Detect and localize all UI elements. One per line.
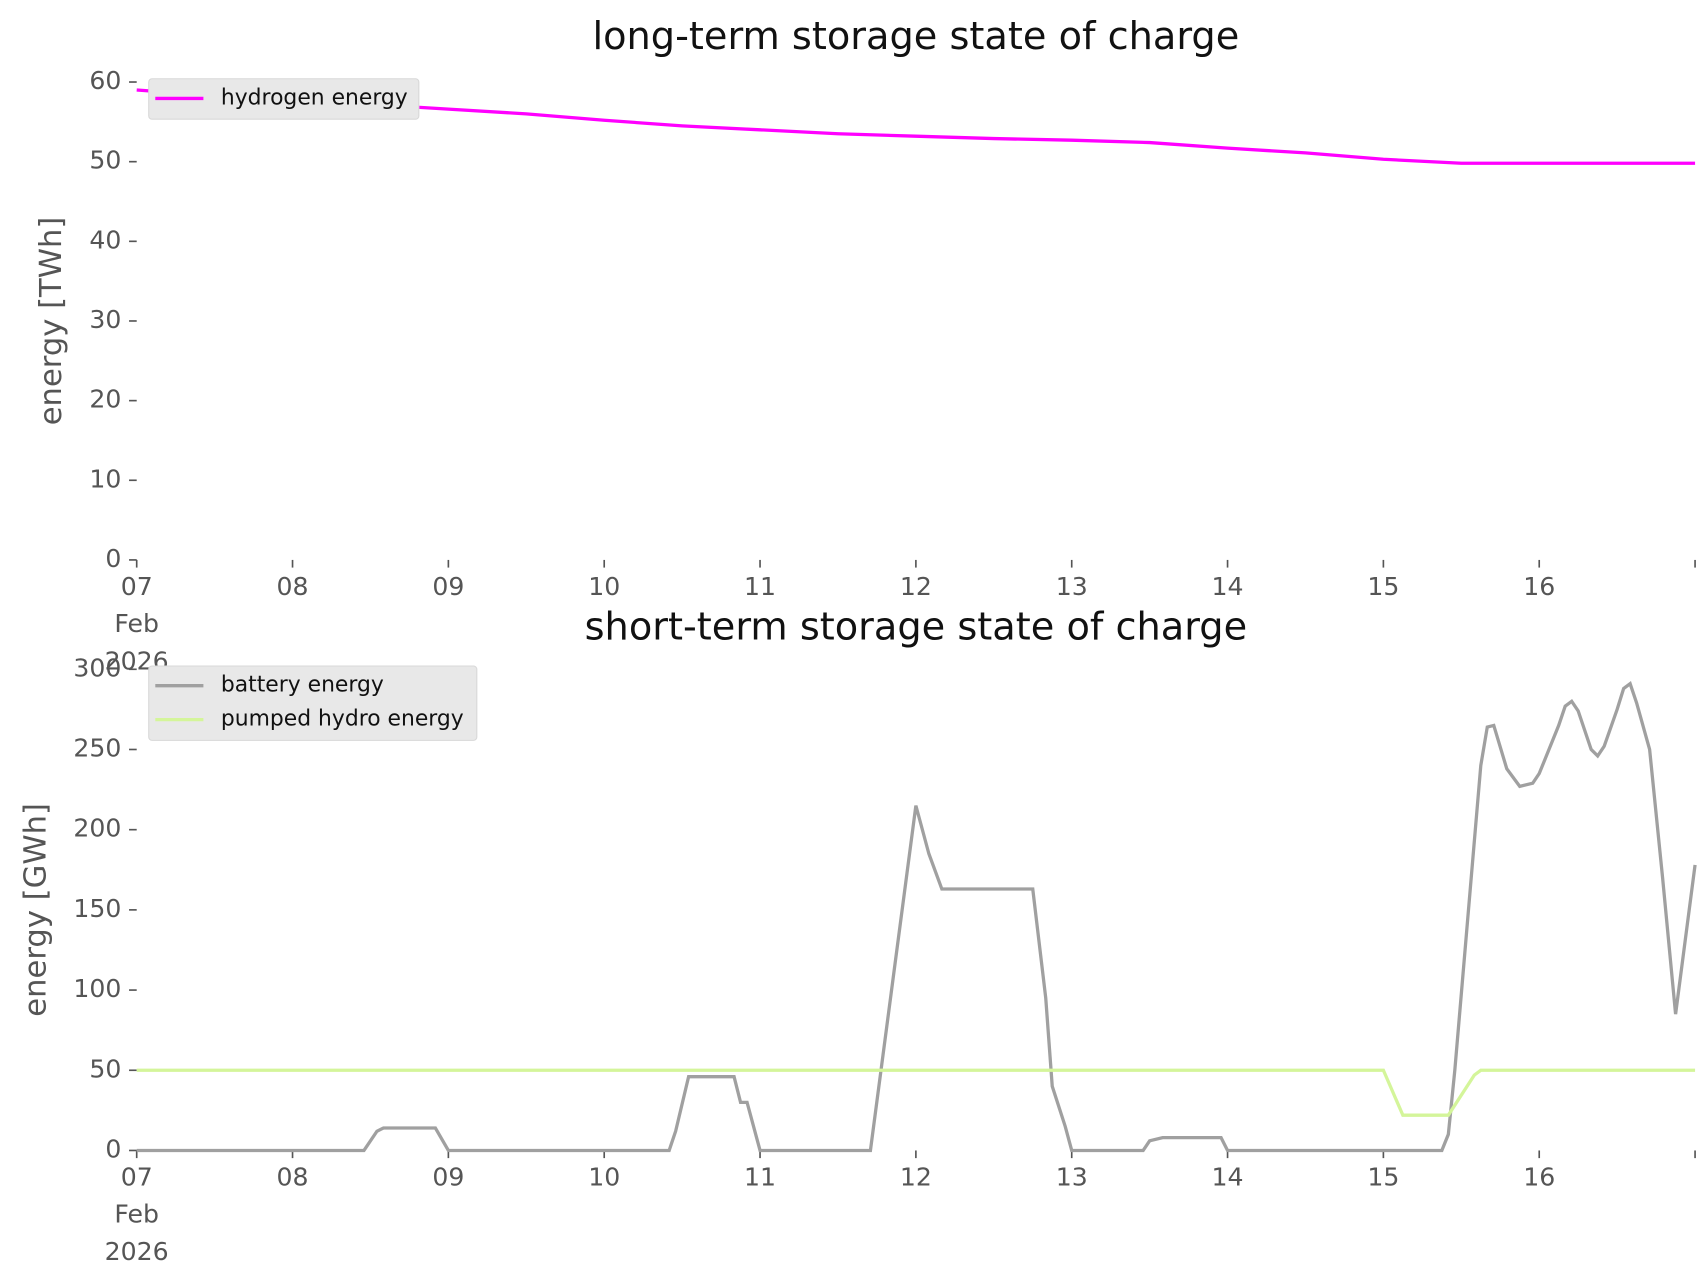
x-tick-label-box: 14	[1211, 1163, 1244, 1193]
y-tick-label: 200	[73, 814, 121, 843]
x-tick-label-box: 13	[1055, 1163, 1088, 1193]
series-line	[136, 681, 1697, 1153]
x-tick-label-box: 10	[588, 1163, 621, 1193]
x-tick-label-box: 08	[276, 1163, 309, 1193]
y-tick-label: 40	[89, 225, 121, 254]
y-tick-label: 150	[73, 894, 121, 923]
x-tick-label-box: 09	[432, 1163, 465, 1193]
y-tick-label: 60	[89, 66, 121, 95]
x-tick-label-box: 07 Feb 2026	[104, 573, 169, 676]
x-tick-label: 14	[1211, 573, 1244, 602]
x-tick-label: 10	[588, 1163, 621, 1193]
y-tick-label: 100	[73, 974, 121, 1003]
y-axis-label: energy [GWh]	[19, 803, 54, 1017]
y-tick-label: 50	[89, 1054, 121, 1083]
x-tick-label: 10	[588, 573, 621, 602]
legend-box	[148, 78, 420, 120]
x-tick-label-box: 15	[1367, 573, 1400, 602]
x-tick-label: 14	[1211, 1163, 1244, 1193]
x-tick-label: 08	[276, 573, 309, 602]
legend-box	[148, 665, 478, 741]
x-tick-label-box: 12	[899, 573, 932, 602]
x-tick-label: 13	[1055, 1163, 1088, 1193]
y-tick-label: 30	[89, 305, 121, 334]
x-tick-label-box: 11	[744, 573, 777, 602]
x-tick-label: 07 Feb 2026	[104, 1163, 169, 1267]
x-tick-label: 09	[432, 1163, 465, 1193]
x-tick-label-box: 13	[1055, 573, 1088, 602]
x-tick-label-box: 15	[1367, 1163, 1400, 1193]
x-tick-label-box: 14	[1211, 573, 1244, 602]
y-tick-label: 0	[105, 1134, 121, 1163]
legend-label: hydrogen energy	[221, 85, 408, 110]
y-tick-label: 10	[89, 464, 121, 493]
legend-label: battery energy	[221, 673, 384, 698]
x-tick-label-box: 10	[588, 573, 621, 602]
x-tick-label: 13	[1055, 573, 1088, 602]
y-tick-label: 50	[89, 146, 121, 175]
x-tick-label-box: 09	[432, 573, 465, 602]
x-tick-label-box: 16	[1523, 1163, 1556, 1193]
x-tick-label: 08	[276, 1163, 309, 1193]
x-tick-label: 11	[744, 573, 777, 602]
x-tick-label: 11	[744, 1163, 777, 1193]
x-tick-label-box: 16	[1523, 573, 1556, 602]
x-tick-label: 12	[899, 1163, 932, 1193]
y-axis-label: energy [TWh]	[34, 217, 69, 426]
chart-title: short-term storage state of charge	[585, 604, 1248, 649]
x-tick-label-box: 12	[899, 1163, 932, 1193]
y-tick-label: 0	[105, 544, 121, 573]
y-tick-label: 250	[73, 733, 121, 762]
y-tick-label: 20	[89, 385, 121, 414]
x-tick-label: 09	[432, 573, 465, 602]
x-tick-label-box: 07 Feb 2026	[104, 1163, 169, 1267]
x-tick-label-box: 11	[744, 1163, 777, 1193]
x-tick-label: 12	[899, 573, 932, 602]
x-tick-label: 16	[1523, 1163, 1556, 1193]
series-line	[136, 1068, 1696, 1117]
x-tick-label: 15	[1367, 573, 1400, 602]
x-tick-label-box: 08	[276, 573, 309, 602]
legend-label: pumped hydro energy	[221, 707, 464, 732]
x-tick-label: 15	[1367, 1163, 1400, 1193]
x-tick-label: 16	[1523, 573, 1556, 602]
x-tick-label: 07 Feb 2026	[104, 573, 169, 676]
y-tick-label: 300	[73, 653, 121, 682]
chart-title: long-term storage state of charge	[593, 14, 1240, 59]
